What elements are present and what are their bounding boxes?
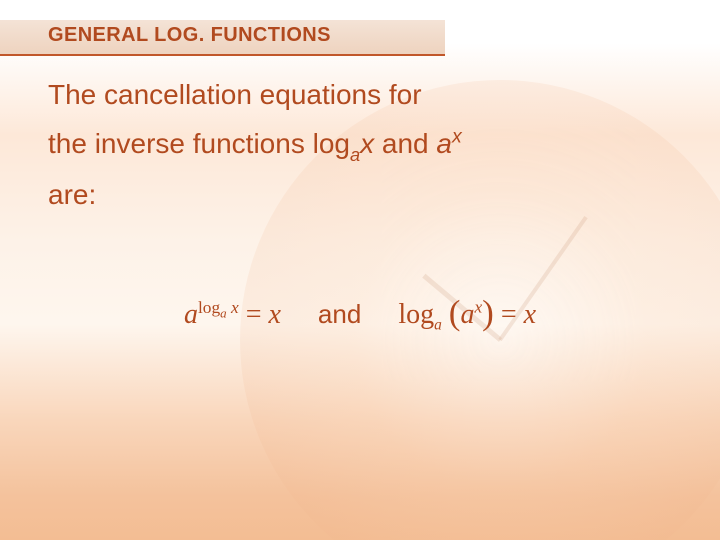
eq-and: and <box>318 299 361 329</box>
eq2-rhs: x <box>524 299 536 330</box>
eq2-sub: a <box>434 317 442 334</box>
eq1-equals: = <box>239 299 269 330</box>
eq2-a: a <box>460 299 474 330</box>
body-x: x <box>360 128 374 159</box>
slide: GENERAL LOG. FUNCTIONS The cancellation … <box>0 0 720 540</box>
eq1-base: a <box>184 299 198 330</box>
eq2-lparen: ( <box>449 293 461 332</box>
eq2-sup: x <box>474 298 482 317</box>
eq1-exp-x: x <box>227 298 239 317</box>
body-line-3: are: <box>48 179 96 210</box>
eq1-rhs: x <box>268 299 280 330</box>
eq1-exp-log: log <box>198 298 220 317</box>
body-line-2-pre: the inverse functions log <box>48 128 350 159</box>
body-line-1: The cancellation equations for <box>48 79 422 110</box>
slide-title: GENERAL LOG. FUNCTIONS <box>48 24 331 47</box>
eq2-log: log <box>398 299 434 330</box>
equation-row: aloga x = x and loga (ax) = x <box>0 292 720 335</box>
eq1-exponent: loga x <box>198 298 239 317</box>
body-sub-a: a <box>350 145 360 165</box>
eq2-equals: = <box>494 299 524 330</box>
eq2-space <box>442 299 449 330</box>
eq2-rparen: ) <box>482 293 494 332</box>
body-and: and <box>374 128 436 159</box>
body-text: The cancellation equations for the inver… <box>48 70 680 219</box>
body-a: a <box>436 128 452 159</box>
body-sup-x: x <box>452 126 462 148</box>
